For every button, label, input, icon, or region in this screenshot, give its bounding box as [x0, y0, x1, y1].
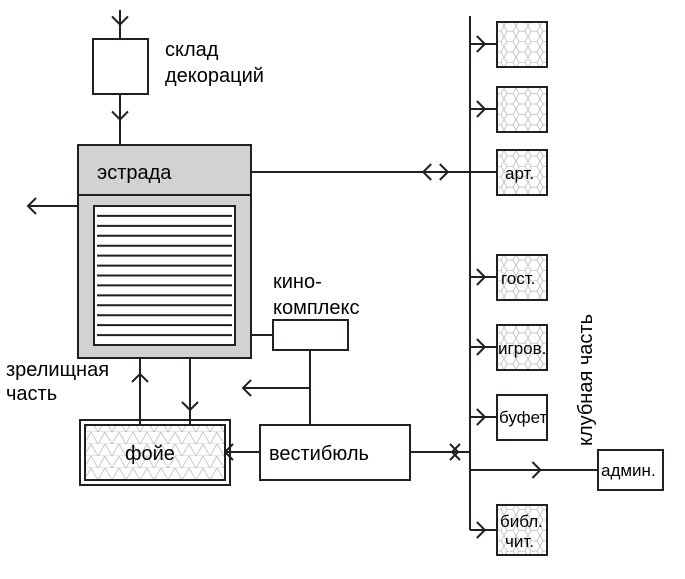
label-foyer: фойе	[125, 443, 175, 465]
label-admin: админ.	[601, 461, 656, 480]
node-club-1	[497, 22, 547, 67]
label-estrada: эстрада	[97, 162, 172, 184]
label-kino-2: комплекс	[273, 297, 359, 319]
label-gost: гост.	[501, 269, 535, 288]
node-club-2	[497, 87, 547, 132]
label-kino-1: кино-	[273, 271, 322, 293]
node-sklad	[93, 39, 148, 94]
label-sklad-2: декораций	[165, 65, 264, 87]
label-vestibule: вестибюль	[269, 443, 369, 465]
label-zrel-1: зрелищная	[6, 359, 109, 381]
label-club: клубная часть	[575, 314, 597, 446]
label-bibl-1: библ.	[500, 512, 543, 531]
label-zrel-2: часть	[6, 383, 57, 405]
label-art: арт.	[505, 164, 534, 183]
label-bufet: буфет	[499, 408, 548, 427]
label-bibl-2: чит.	[505, 532, 534, 551]
label-igrov: игров.	[498, 339, 546, 358]
label-sklad-1: склад	[165, 39, 219, 61]
node-kino	[273, 320, 348, 350]
